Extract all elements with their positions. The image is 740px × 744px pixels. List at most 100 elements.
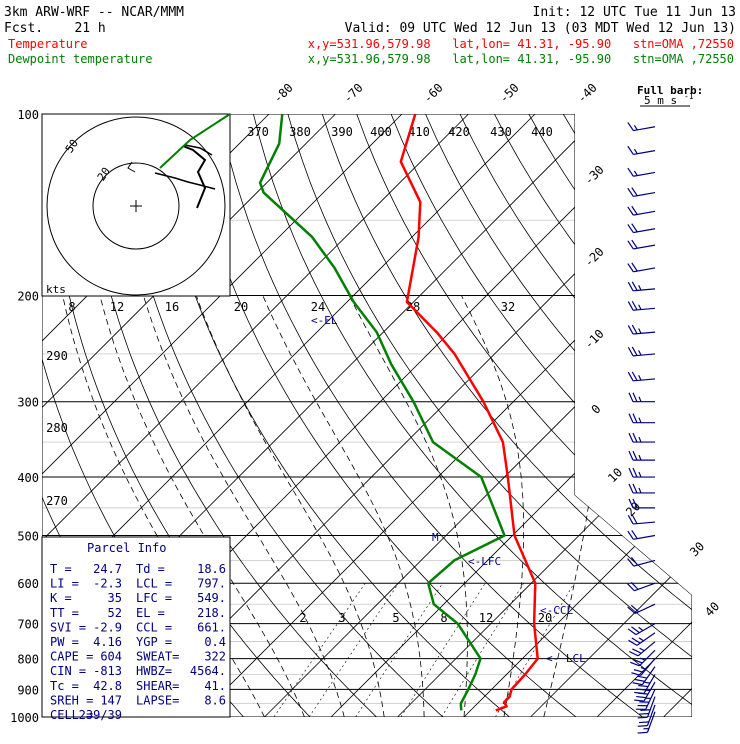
barb-flag xyxy=(628,325,633,334)
barb-flag xyxy=(633,468,637,477)
pressure-tick-400: 400 xyxy=(17,471,39,485)
dry-adiabat-400 xyxy=(494,114,740,730)
dry-adiabat-370 xyxy=(391,114,740,730)
wind-barb-180 xyxy=(628,259,655,272)
wind-barb-195 xyxy=(628,280,655,291)
parcel-row-4-col-0: SVI = xyxy=(50,620,86,634)
barb-flag xyxy=(629,451,633,460)
barb-flag xyxy=(632,372,637,381)
ccl-label: <-CCL xyxy=(540,604,573,617)
dry-adiabat-330 xyxy=(253,114,727,730)
level-marks: <-EL <-LFC <-CCL <- LCL M xyxy=(311,314,586,665)
parcel-row-7-col-2: HWBZ= xyxy=(136,664,172,678)
parcel-row-6-col-2: SWEAT= xyxy=(136,650,179,664)
parcel-row-5-col-1: 4.16 xyxy=(93,635,122,649)
theta-label-290: 290 xyxy=(46,349,68,363)
theta-label-280: 280 xyxy=(46,421,68,435)
wind-barb-210 xyxy=(628,299,655,310)
dry-adiabat-310 xyxy=(185,114,593,730)
mixing-ratio-label-20: 20 xyxy=(234,300,248,314)
theta-label-430: 430 xyxy=(490,125,512,139)
dry-adiabat-430 xyxy=(598,114,740,730)
parcel-row-6-col-1: 604 xyxy=(100,650,122,664)
barb-flag xyxy=(629,484,633,493)
parcel-row-0-col-1: 24.7 xyxy=(93,562,122,576)
barb-flag xyxy=(632,347,637,356)
wind-barb-325 xyxy=(629,414,655,423)
barb-half xyxy=(639,350,641,355)
barb-flag xyxy=(629,468,633,477)
theta-label-440: 440 xyxy=(531,125,553,139)
temperature-trace xyxy=(401,114,538,710)
wind-barb-375 xyxy=(629,451,655,460)
parcel-row-7-col-0: CIN = xyxy=(50,664,86,678)
wind-barb-230 xyxy=(628,323,655,334)
mixing-ratio-label-12: 12 xyxy=(110,300,124,314)
pressure-tick-700: 700 xyxy=(17,618,39,632)
barb-half xyxy=(639,437,641,442)
barb-flag xyxy=(628,122,634,132)
barb-flag xyxy=(628,347,633,356)
barb-flag xyxy=(633,393,637,402)
barb-half xyxy=(634,149,637,154)
isotherm-50 xyxy=(664,114,740,717)
wind-barb-145 xyxy=(628,202,655,215)
dry-adiabat-470 xyxy=(735,114,740,730)
parcel-row-8-col-1: 42.8 xyxy=(93,679,122,693)
pressure-tick-200: 200 xyxy=(17,290,39,304)
barb-flag xyxy=(629,393,633,402)
moist-adiabat-14 xyxy=(263,296,424,718)
barb-flag xyxy=(628,627,636,637)
parcel-row-5-col-0: PW = xyxy=(50,635,79,649)
pressure-tick-300: 300 xyxy=(17,396,39,410)
parcel-row-2-col-3: 549. xyxy=(197,591,226,605)
mixing-ratio-5 xyxy=(356,583,443,717)
parcel-row-0-col-0: T = xyxy=(50,562,72,576)
temperature-legend-info: x,y=531.96,579.98 lat,lon= 41.31, -95.90… xyxy=(308,37,734,51)
wind-barb-115 xyxy=(628,142,655,155)
wind-barb-105 xyxy=(628,118,655,131)
pressure-tick-800: 800 xyxy=(17,653,39,667)
barb-half xyxy=(639,375,641,380)
isotherm-label--50: -50 xyxy=(497,81,522,106)
wind-barb-125 xyxy=(628,164,655,177)
parcel-row-0-col-3: 18.6 xyxy=(197,562,226,576)
barb-half xyxy=(639,285,641,290)
mixing-ratio-label-32: 32 xyxy=(501,300,515,314)
hodograph-units: kts xyxy=(46,283,66,296)
parcel-row-6-col-0: CAPE = xyxy=(50,650,93,664)
isotherm-label--40: -40 xyxy=(575,81,600,106)
parcel-row-3-col-3: 218. xyxy=(197,606,226,620)
wind-barb-300 xyxy=(629,393,655,402)
barb-flag xyxy=(632,325,637,334)
valid-time: Valid: 09 UTC Wed 12 Jun 13 (03 MDT Wed … xyxy=(345,21,736,36)
isotherm-label-30: 30 xyxy=(687,539,707,559)
mixing-ratio-label-8: 8 xyxy=(68,300,75,314)
barb-flag xyxy=(632,301,637,310)
wind-barb-250 xyxy=(628,345,655,356)
barb-flag xyxy=(629,638,637,648)
mixing-ratio-label-bottom-2: 2 xyxy=(299,611,306,625)
barb-flag xyxy=(636,706,646,713)
forecast-hour: Fcst. 21 h xyxy=(4,21,106,36)
theta-label-370: 370 xyxy=(247,125,269,139)
lcl-label: <- LCL xyxy=(546,652,586,665)
parcel-row-4-col-1: -2.9 xyxy=(93,620,122,634)
dry-adiabat-350 xyxy=(322,114,740,730)
dry-adiabat-410 xyxy=(529,114,740,730)
theta-label-420: 420 xyxy=(448,125,470,139)
wind-barb-425 xyxy=(629,484,655,493)
dry-adiabat-320 xyxy=(219,114,660,730)
barb-flag xyxy=(628,301,633,310)
model-title: 3km ARW-WRF -- NCAR/MMM xyxy=(4,5,184,20)
barb-staff xyxy=(635,604,655,613)
isotherm-label--80: -80 xyxy=(271,81,296,106)
parcel-row-8-col-2: SHEAR= xyxy=(136,679,179,693)
pressure-tick-600: 600 xyxy=(17,577,39,591)
isotherm--10 xyxy=(265,114,740,717)
parcel-row-2-col-0: K = xyxy=(50,591,72,605)
barb-staff xyxy=(634,583,655,591)
parcel-row-3-col-1: 52 xyxy=(108,606,122,620)
mixing-ratio-3 xyxy=(309,583,398,717)
isotherm-label--60: -60 xyxy=(421,81,446,106)
